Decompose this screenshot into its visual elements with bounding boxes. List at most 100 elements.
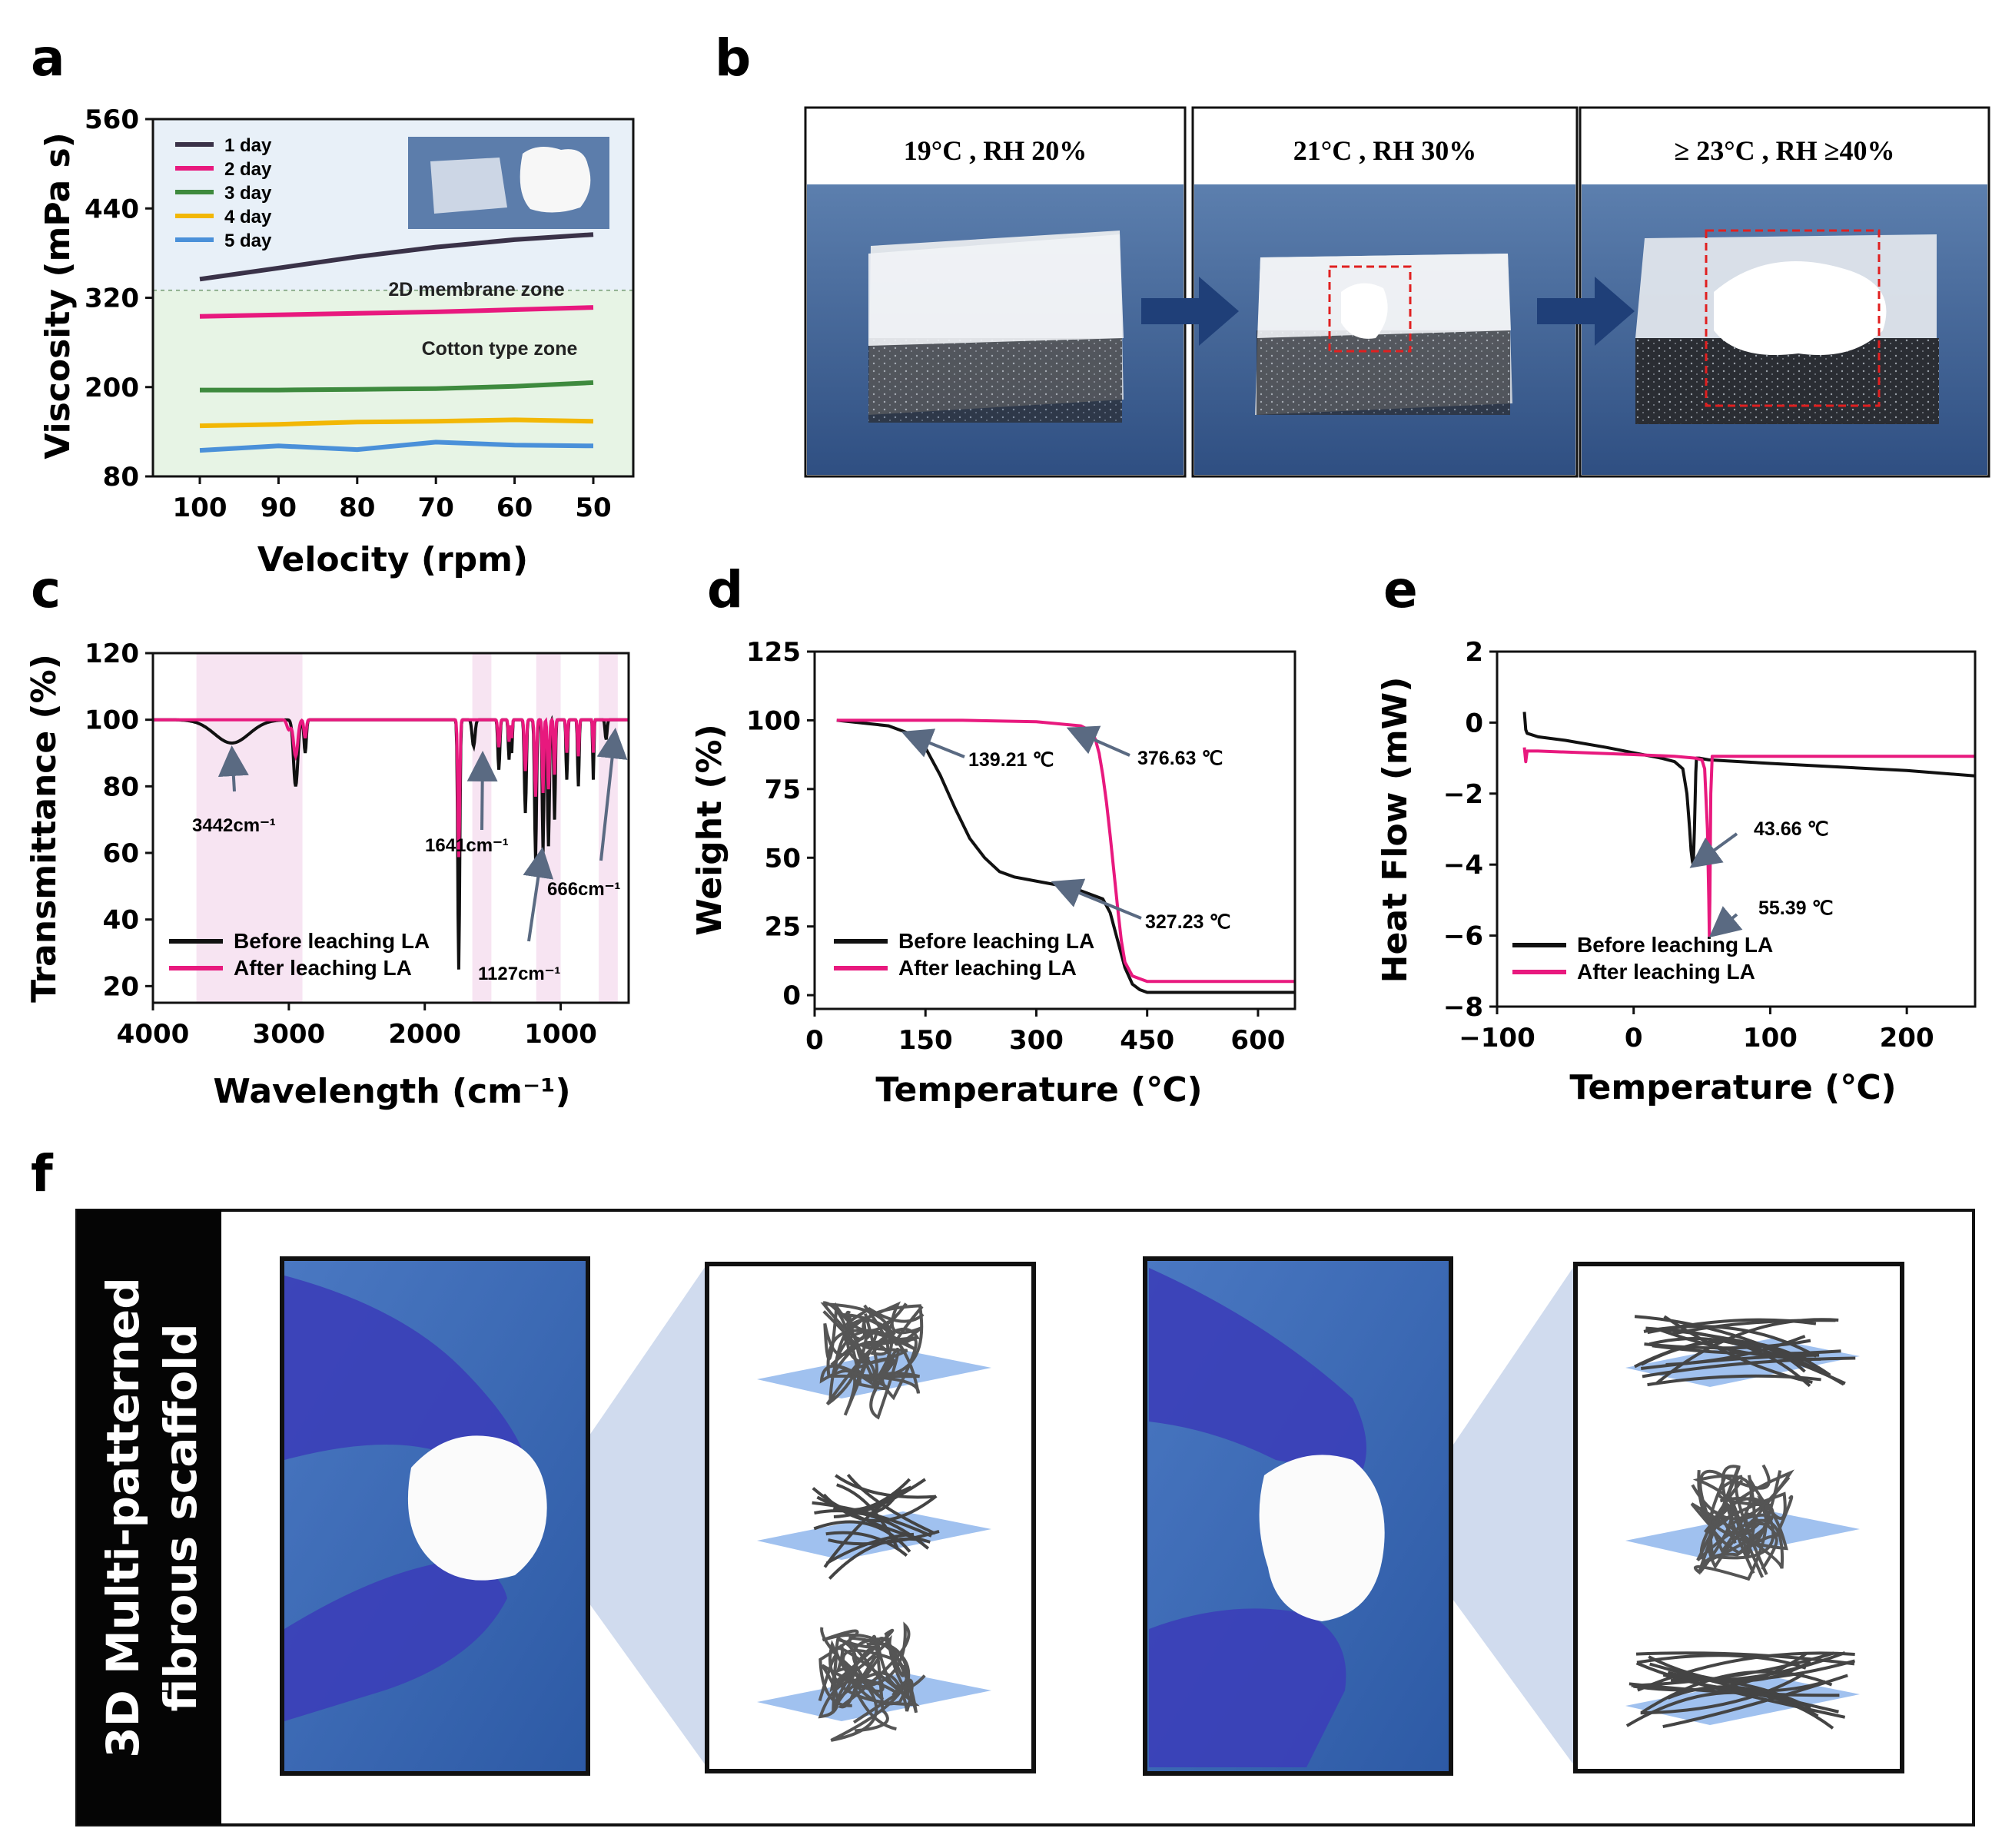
scaffold-sample [407, 1435, 547, 1581]
annotation-666: 666cm⁻¹ [547, 879, 620, 900]
x-tick-label: −100 [1459, 1023, 1535, 1053]
x-tick-label: 100 [173, 493, 227, 523]
arrow-right-icon [1537, 277, 1635, 346]
panel-letter-f: f [31, 1144, 54, 1203]
fiber [1648, 1337, 1811, 1388]
y-tick-label: 20 [103, 971, 139, 1002]
x-axis-title-a: Velocity (rpm) [257, 540, 528, 579]
x-tick-label: 90 [261, 493, 297, 523]
chart-e: −100 0 100 200 −8 −6 −4 −2 0 2 Before leaching LA… [1376, 637, 1977, 1107]
y-tick-label: −6 [1443, 921, 1483, 952]
highlight-box [1328, 265, 1412, 353]
y-tick-label: 100 [85, 705, 139, 736]
fiber [848, 1313, 920, 1401]
scaffold-panel-f: 3D Multi-patterned fibrous scaffold [75, 1209, 1975, 1826]
annotation-arrow [217, 745, 249, 792]
panel-letter-c: c [31, 560, 61, 619]
y-tick-label: −4 [1443, 850, 1483, 881]
fiber [814, 1509, 930, 1550]
x-tick-label: 150 [898, 1025, 953, 1056]
x-tick-label: 0 [805, 1025, 824, 1056]
plot-frame [813, 650, 1296, 1010]
y-tick-label: 100 [746, 705, 801, 736]
y-tick-label: −2 [1443, 779, 1483, 810]
y-axis-title-e: Heat Flow (mW) [1376, 677, 1415, 984]
fiber [1670, 1677, 1811, 1710]
legend-label: 5 day [224, 231, 272, 251]
annotation-arrow [1689, 832, 1738, 868]
legend-label: After leaching LA [898, 956, 1077, 980]
photo-21c: 21°C , RH 30% [1191, 106, 1579, 478]
fiber [833, 1478, 927, 1518]
legend-label: After leaching LA [1577, 960, 1755, 984]
fiber [1644, 1339, 1811, 1350]
fiber [825, 1531, 908, 1557]
fiber [813, 1520, 911, 1553]
y-tick-label: 125 [746, 637, 801, 668]
y-tick-label: 75 [765, 775, 801, 805]
y-tick-label: 320 [85, 284, 139, 314]
y-tick-label: 80 [103, 462, 139, 493]
y-tick-label: 560 [85, 105, 139, 135]
y-tick-label: 0 [782, 980, 801, 1011]
y-tick-label: 0 [1465, 708, 1483, 738]
x-tick-label: 70 [418, 493, 454, 523]
cotton-formation-large [1714, 261, 1887, 355]
annotation-3442: 3442cm⁻¹ [192, 815, 276, 836]
cotton-zone-label: Cotton type zone [422, 338, 578, 360]
annotation-arrow [1051, 878, 1142, 920]
x-tick-label: 50 [575, 493, 611, 523]
annotation-327: 327.23 ℃ [1145, 911, 1231, 933]
highlight-band [599, 653, 618, 1003]
y-tick-label: 60 [103, 838, 139, 869]
series-line [1522, 712, 1976, 867]
series-line-3-day [200, 380, 594, 393]
annotation-55: 55.39 ℃ [1758, 897, 1834, 919]
scaffold-photo-2 [1143, 1256, 1453, 1776]
x-axis-title-e: Temperature (℃) [1569, 1068, 1896, 1107]
series-line [1522, 747, 1975, 937]
y-tick-label: −8 [1443, 992, 1483, 1023]
zoom-projection [530, 1264, 707, 1767]
x-tick-label: 2000 [388, 1019, 461, 1050]
series-line-5-day [199, 440, 594, 453]
y-tick-label: 200 [85, 373, 139, 403]
scaffold-diagram-2 [1573, 1262, 1904, 1773]
y-tick-label: 50 [765, 843, 801, 874]
caption-23c: ≥ 23°C , RH ≥40% [1675, 135, 1895, 166]
series-line-4-day [199, 417, 594, 429]
x-axis-title-c: Wavelength (cm⁻¹) [213, 1072, 570, 1111]
series-line-2-day [199, 305, 594, 319]
fiber [828, 1530, 940, 1546]
chart-d: 0 150 300 450 600 0 25 50 75 100 125 Before leachi… [690, 637, 1296, 1110]
y-axis-title-a: Viscosity (mPa s) [38, 132, 78, 460]
fiber [1640, 1672, 1805, 1715]
zoom-projection [1399, 1264, 1575, 1767]
legend-label: 4 day [224, 207, 272, 227]
x-tick-label: 1000 [524, 1019, 597, 1050]
y-tick-label: 40 [103, 905, 139, 936]
fiber [1636, 1654, 1807, 1670]
fiber [835, 1474, 937, 1499]
fiber [1647, 1318, 1817, 1335]
y-tick-label: 120 [85, 639, 139, 669]
cotton-formation [1341, 283, 1388, 339]
x-tick-label: 100 [1743, 1023, 1798, 1053]
photo-19c: 19°C , RH 20% [804, 106, 1187, 478]
photo-panel-b: 19°C , RH 20% 21°C , RH 30% ≥ 23°C , RH … [804, 106, 1990, 478]
fiber [823, 1302, 908, 1362]
caption-19c: 19°C , RH 20% [904, 135, 1087, 166]
glove-thumb [284, 1560, 507, 1721]
panel-letter-b: b [715, 28, 751, 88]
annotation-arrow [466, 751, 498, 831]
scaffold-photo-1 [280, 1256, 590, 1776]
panel-letter-e: e [1383, 560, 1418, 619]
plot-frame [1496, 650, 1977, 1008]
photo-23c: ≥ 23°C , RH ≥40% [1579, 106, 1990, 478]
annotation-arrow [1708, 906, 1743, 938]
legend-c: Before leaching LA After leaching LA [169, 929, 430, 980]
inset-photo [408, 137, 609, 229]
fiber [1637, 1651, 1855, 1692]
fiber [1692, 1464, 1771, 1554]
